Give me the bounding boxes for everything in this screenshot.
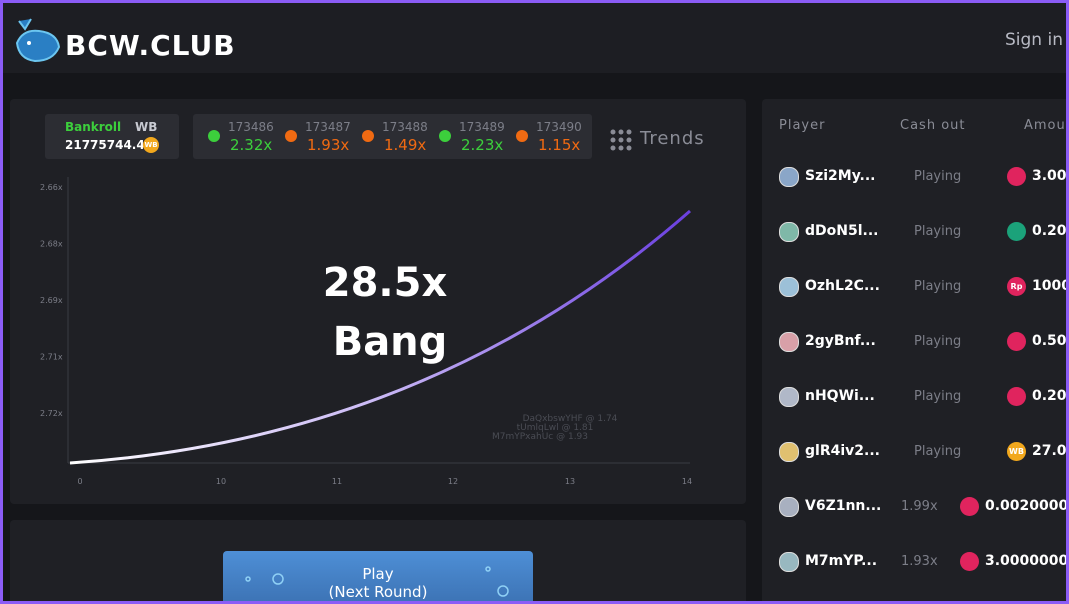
play-label: Play	[362, 565, 394, 583]
player-name: V6Z1nn...	[805, 498, 882, 514]
currency-icon: Rp	[1007, 277, 1026, 296]
column-header: Cash out	[900, 118, 966, 133]
trends-label[interactable]: Trends	[640, 128, 705, 149]
avatar	[779, 222, 799, 242]
x-label: 11	[332, 477, 342, 486]
currency-icon	[1007, 332, 1026, 351]
player-name: nHQWi...	[805, 388, 875, 404]
coin-icon: WB	[143, 137, 159, 153]
cash-out: Playing	[914, 444, 962, 459]
player-name: OzhL2C...	[805, 278, 880, 294]
bankroll-box: Bankroll WB 21775744.4 WB	[45, 114, 179, 159]
amount: 3.000	[1032, 168, 1067, 184]
sign-in[interactable]: Sign in	[1005, 30, 1063, 50]
crash-curve	[69, 209, 691, 465]
bubbles	[245, 566, 509, 597]
cash-out: Playing	[914, 224, 962, 239]
history-round: 173488	[382, 120, 428, 134]
x-label: 13	[565, 477, 575, 486]
header: BCW.CLUB Sign in	[3, 3, 1066, 73]
amount: 0.200	[1032, 223, 1067, 239]
players-panel: Player Cash out Amount Szi2My... Playing 3.00…	[762, 99, 1069, 601]
y-label: 2.71x	[40, 353, 63, 362]
currency-icon: WB	[1007, 442, 1026, 461]
avatar	[779, 387, 799, 407]
player-name: M7mYP...	[805, 553, 878, 569]
x-label: 14	[682, 477, 692, 486]
history-round: 173489	[459, 120, 505, 134]
column-header: Amount	[1024, 118, 1066, 133]
currency-icon	[1007, 167, 1026, 186]
currency-icon	[1007, 387, 1026, 406]
cash-out: Playing	[914, 389, 962, 404]
cash-out: 1.99x	[901, 499, 938, 514]
amount: 0.0020000	[985, 498, 1069, 514]
x-label: 12	[448, 477, 458, 486]
y-label: 2.66x	[40, 183, 63, 192]
currency-icon	[960, 552, 979, 571]
x-label: 0	[77, 477, 82, 486]
play-sub: (Next Round)	[328, 583, 428, 601]
cash-out: Playing	[914, 169, 962, 184]
trends-icon	[610, 129, 632, 151]
history-dot	[285, 130, 297, 142]
cashout-ghost: M7mYPxahUc @ 1.93	[492, 432, 588, 442]
history-dot	[208, 130, 220, 142]
cashout-ghost: DaQxbswYHF @ 1.74	[523, 414, 618, 424]
avatar	[779, 442, 799, 462]
amount: 3.0000000	[985, 553, 1069, 569]
currency-icon	[1007, 222, 1026, 241]
player-name: Szi2My...	[805, 168, 876, 184]
avatar	[779, 497, 799, 517]
history-dot	[439, 130, 451, 142]
history-multiplier: 1.15x	[538, 136, 581, 154]
history-box: 173486 2.32x 173487 1.93x 173488 1.49x 173489 2…	[193, 114, 592, 159]
bankroll-unit: WB	[135, 120, 158, 134]
amount: 0.200	[1032, 388, 1067, 404]
history-multiplier: 1.93x	[307, 136, 350, 154]
y-label: 2.69x	[40, 296, 63, 305]
avatar	[779, 332, 799, 352]
player-name: 2gyBnf...	[805, 333, 876, 349]
history-round: 173490	[536, 120, 582, 134]
play-button[interactable]: Play (Next Round)	[223, 551, 533, 601]
history-round: 173486	[228, 120, 274, 134]
amount: 1000	[1032, 278, 1069, 294]
player-name: dDoN5l...	[805, 223, 879, 239]
bankroll-amount: 21775744.4	[65, 138, 145, 152]
history-multiplier: 2.23x	[461, 136, 504, 154]
x-label: 10	[216, 477, 226, 486]
multiplier: 28.5x	[323, 260, 448, 306]
bankroll-label: Bankroll	[65, 120, 122, 134]
history-multiplier: 2.32x	[230, 136, 273, 154]
logo-icon	[15, 18, 61, 63]
history-dot	[362, 130, 374, 142]
amount: 0.500	[1032, 333, 1067, 349]
bet-panel: Play (Next Round)	[10, 520, 746, 601]
history-dot	[516, 130, 528, 142]
y-label: 2.72x	[40, 409, 63, 418]
cashout-ghost: tUmlqLwl @ 1.81	[517, 423, 594, 433]
round-status: Bang	[333, 319, 448, 365]
avatar	[779, 167, 799, 187]
player-name: glR4iv2...	[805, 443, 880, 459]
avatar	[779, 552, 799, 572]
logo-text: BCW.CLUB	[65, 29, 236, 62]
crash-graph: 28.5x Bang 2.66x 2.68x 2.69x 2.71x 2.72x 0 10 1…	[40, 177, 692, 486]
cash-out: Playing	[914, 279, 962, 294]
column-header: Player	[779, 118, 826, 133]
avatar	[779, 277, 799, 297]
history-multiplier: 1.49x	[384, 136, 427, 154]
cash-out: 1.93x	[901, 554, 938, 569]
currency-icon	[960, 497, 979, 516]
y-label: 2.68x	[40, 240, 63, 249]
game-panel: Bankroll WB 21775744.4 WB 173486 2.32x 173…	[10, 99, 746, 504]
cash-out: Playing	[914, 334, 962, 349]
history-round: 173487	[305, 120, 351, 134]
amount: 27.00	[1032, 443, 1067, 459]
